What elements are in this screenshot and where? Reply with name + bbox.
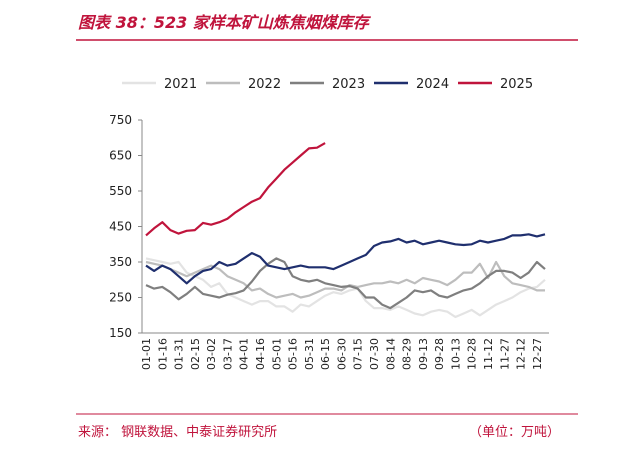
legend-label: 2021 xyxy=(164,77,197,92)
x-tick-label: 06-30 xyxy=(335,338,348,370)
y-tick-label: 550 xyxy=(109,184,132,198)
legend-label: 2023 xyxy=(332,77,365,92)
x-tick-label: 11-12 xyxy=(482,338,495,370)
x-tick-label: 01-16 xyxy=(156,338,169,370)
y-tick-label: 150 xyxy=(109,326,132,340)
y-tick-label: 650 xyxy=(109,149,132,163)
x-tick-label: 07-15 xyxy=(352,338,365,370)
series-line xyxy=(145,233,546,285)
series-line xyxy=(145,257,546,310)
x-tick-label: 03-02 xyxy=(205,338,218,370)
x-tick-label: 05-16 xyxy=(287,338,300,370)
series-line xyxy=(145,257,546,319)
legend-label: 2025 xyxy=(500,77,533,92)
x-tick-label: 01-31 xyxy=(173,338,186,370)
x-tick-label: 12-27 xyxy=(531,338,544,370)
y-tick-label: 750 xyxy=(109,113,132,127)
source: 来源： 钢联数据、中泰证券研究所 xyxy=(78,424,277,440)
x-tick-label: 01-01 xyxy=(140,338,153,370)
x-tick-label: 06-15 xyxy=(319,338,332,370)
x-tick-label: 10-13 xyxy=(449,338,462,370)
chart-title: 图表 38：523 家样本矿山炼焦烟煤库存 xyxy=(78,13,372,32)
x-tick-label: 09-13 xyxy=(417,338,430,370)
x-tick-label: 04-16 xyxy=(254,338,267,370)
series-line xyxy=(145,260,545,299)
legend-label: 2022 xyxy=(248,77,281,92)
y-tick-label: 250 xyxy=(109,291,132,305)
series-line xyxy=(145,142,326,237)
unit: （单位：万吨） xyxy=(469,425,560,440)
y-tick-label: 350 xyxy=(109,255,132,269)
x-tick-label: 03-17 xyxy=(221,338,234,370)
x-tick-label: 11-27 xyxy=(498,338,511,370)
x-tick-label: 04-01 xyxy=(238,338,251,370)
x-tick-label: 05-31 xyxy=(303,338,316,370)
x-tick-label: 12-12 xyxy=(515,338,528,370)
x-tick-label: 07-30 xyxy=(368,338,381,370)
x-tick-label: 10-28 xyxy=(466,338,479,370)
y-tick-label: 450 xyxy=(109,220,132,234)
legend-label: 2024 xyxy=(416,77,449,92)
x-tick-label: 09-28 xyxy=(433,338,446,370)
x-tick-label: 08-29 xyxy=(401,338,414,370)
x-tick-label: 05-01 xyxy=(270,338,283,370)
x-tick-label: 02-15 xyxy=(189,338,202,370)
x-tick-label: 08-14 xyxy=(384,338,397,370)
